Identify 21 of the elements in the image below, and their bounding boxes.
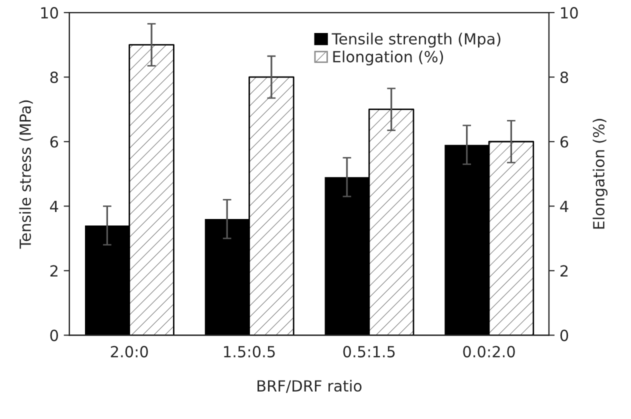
x-tick-label: 1.5:0.5 [224,346,275,358]
x-tick-label: 2.0:0 [110,346,148,358]
legend-label: Elongation (%) [333,50,444,66]
y2-tick-label: 6 [560,136,568,148]
x-tick-label: 0.0:2.0 [463,346,515,358]
y-tick-label: 0 [50,330,58,342]
y-axis-title: Tensile stress (MPa) [19,100,33,249]
y2-axis-title: Elongation (%) [592,118,608,229]
y-tick-label: 8 [50,72,58,84]
y-tick-label: 4 [50,200,58,212]
x-tick-label: 0.5:1.5 [343,346,395,358]
y2-tick-label: 10 [561,7,578,19]
legend-label: Tensile strength (Mpa) [332,32,500,48]
y-tick-label: 2 [50,265,58,276]
y-tick-label: 10 [41,7,58,19]
y2-tick-label: 8 [560,72,568,84]
y-tick-label: 6 [50,136,58,148]
y2-tick-label: 4 [560,200,568,212]
x-axis-title: BRF/DRF ratio [258,380,362,393]
y2-tick-label: 2 [560,265,568,276]
y2-tick-label: 0 [560,330,568,342]
